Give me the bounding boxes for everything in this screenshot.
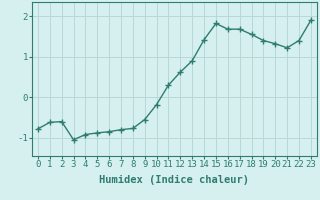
X-axis label: Humidex (Indice chaleur): Humidex (Indice chaleur) — [100, 175, 249, 185]
